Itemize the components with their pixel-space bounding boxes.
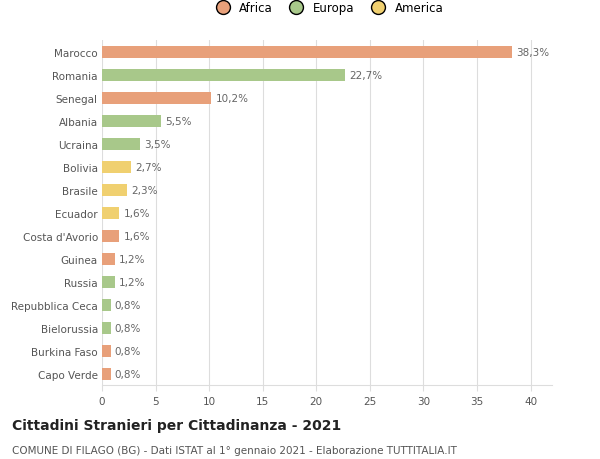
Text: 5,5%: 5,5% [165,117,192,127]
Bar [102,276,115,289]
Text: 1,2%: 1,2% [119,277,146,287]
Bar [102,230,119,243]
Bar [102,368,110,381]
Text: 1,6%: 1,6% [124,208,150,218]
Bar [102,92,211,105]
Bar [102,345,110,358]
Bar [102,299,110,312]
Text: 0,8%: 0,8% [115,323,141,333]
Text: 1,6%: 1,6% [124,231,150,241]
Text: 0,8%: 0,8% [115,300,141,310]
Bar [102,161,131,174]
Text: 3,5%: 3,5% [144,140,170,150]
Bar [102,115,161,128]
Bar [102,322,110,335]
Text: 38,3%: 38,3% [517,48,550,58]
Text: 2,3%: 2,3% [131,185,157,196]
Legend: Africa, Europa, America: Africa, Europa, America [211,2,443,16]
Text: 0,8%: 0,8% [115,346,141,356]
Bar [102,184,127,197]
Text: 0,8%: 0,8% [115,369,141,379]
Text: 22,7%: 22,7% [349,71,383,81]
Text: 1,2%: 1,2% [119,254,146,264]
Text: Cittadini Stranieri per Cittadinanza - 2021: Cittadini Stranieri per Cittadinanza - 2… [12,418,341,431]
Bar [102,207,119,220]
Text: 2,7%: 2,7% [135,162,162,173]
Bar [102,253,115,266]
Text: 10,2%: 10,2% [215,94,248,104]
Bar [102,46,512,59]
Bar [102,69,345,82]
Bar [102,138,139,151]
Text: COMUNE DI FILAGO (BG) - Dati ISTAT al 1° gennaio 2021 - Elaborazione TUTTITALIA.: COMUNE DI FILAGO (BG) - Dati ISTAT al 1°… [12,445,457,455]
